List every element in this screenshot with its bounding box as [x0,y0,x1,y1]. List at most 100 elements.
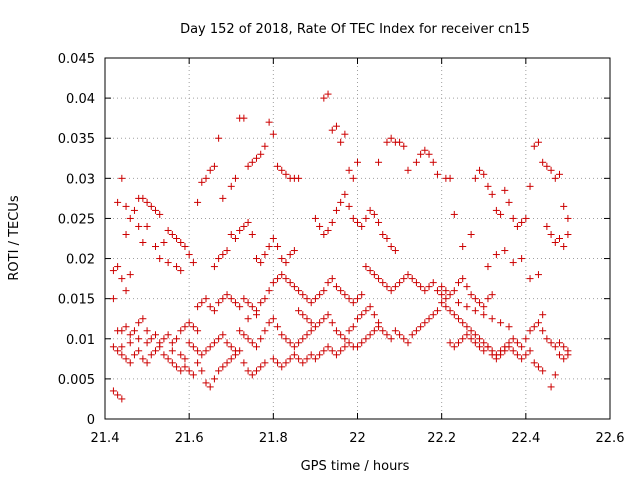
data-point [143,198,151,206]
y-tick-label: 0.01 [66,333,95,348]
data-point [189,323,197,331]
data-point [223,339,231,347]
data-point [442,303,450,311]
data-point [332,206,340,214]
data-point [366,303,374,311]
data-point [173,263,181,271]
data-point [328,126,336,134]
data-point [429,279,437,287]
data-point [379,279,387,287]
data-point [231,347,239,355]
data-point [122,202,130,210]
data-point [189,371,197,379]
data-point [328,319,336,327]
data-point [223,291,231,299]
data-point [345,295,353,303]
data-point [278,255,286,263]
data-point [215,299,223,307]
data-point [320,287,328,295]
data-point [295,174,303,182]
data-point [379,230,387,238]
data-point [282,170,290,178]
data-point [556,235,563,242]
data-point [354,218,361,226]
data-point [253,311,260,319]
data-point [480,170,488,178]
data-point [497,210,505,218]
data-point [375,218,383,226]
data-point [265,118,273,126]
data-point [324,311,332,319]
data-point [126,339,134,347]
data-point [421,319,429,327]
data-point [248,371,256,379]
data-point [564,230,572,238]
data-point [324,279,332,287]
data-point [332,351,340,359]
data-point [492,251,500,259]
data-point [244,218,252,226]
data-point [345,166,353,174]
data-point [274,243,282,251]
data-point [375,275,383,283]
data-point [286,339,294,347]
data-point [547,166,555,174]
y-axis-label: ROTI / TECUs [7,195,22,280]
data-point [244,162,252,170]
data-point [400,335,408,343]
data-point [387,287,395,295]
data-point [450,311,458,319]
data-point [332,283,340,291]
data-point [328,218,336,226]
data-point [152,206,159,214]
data-point [383,235,391,242]
data-point [168,359,176,367]
data-point [539,327,547,335]
data-point [513,351,521,359]
data-point [358,291,366,299]
data-point [248,303,256,311]
data-point [534,319,542,327]
data-point [278,331,286,339]
data-point [467,335,475,343]
data-point [349,214,357,222]
data-point [135,319,143,327]
data-point [429,311,437,319]
data-point [556,351,563,359]
data-point [354,315,361,323]
data-point [122,230,130,238]
data-point [534,363,542,371]
data-point [295,355,303,363]
data-point [471,331,479,339]
data-point [438,283,446,291]
data-point [476,299,484,307]
data-point [231,299,239,307]
data-point [404,339,412,347]
data-point [383,331,391,339]
data-point [320,230,328,238]
data-point [177,239,185,247]
data-point [109,267,117,275]
data-point [139,315,147,323]
data-point [551,174,559,182]
data-point [505,343,513,351]
data-point [139,355,147,363]
data-point [156,255,164,263]
data-point [547,383,555,391]
axis-ticks: 21.4 21.6 21.8 22 22.2 22.4 22.6 0 0.005 0.01 0.01… [58,52,625,446]
data-point [269,235,277,242]
data-point [320,315,328,323]
data-point [227,295,235,303]
data-point [349,174,357,182]
data-point [227,230,235,238]
data-point [253,154,260,162]
data-point [240,114,248,122]
data-point [543,222,551,230]
data-point [316,222,324,230]
data-point [219,194,227,202]
data-point [185,367,193,375]
data-point [375,319,383,327]
data-point [417,150,425,158]
data-point [497,319,505,327]
data-point [194,303,202,311]
